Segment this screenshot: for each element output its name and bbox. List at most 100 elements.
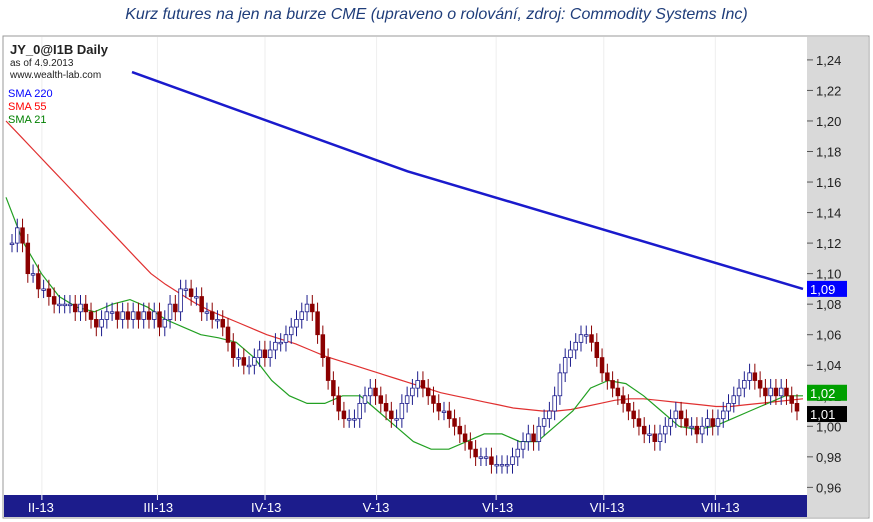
y-tick-label: 1,16 [816, 175, 841, 190]
candle-body [573, 341, 578, 351]
candle-body [178, 288, 183, 313]
candle-body [162, 319, 168, 328]
candle-body [726, 402, 731, 412]
x-tick-label: IV-13 [251, 500, 281, 515]
candle-body [362, 395, 368, 404]
candle-body [231, 341, 236, 359]
candle-body [278, 341, 283, 345]
candle-body [368, 387, 373, 397]
candle-body [462, 433, 468, 442]
candle-body [51, 296, 57, 305]
candle-body [267, 349, 273, 359]
candle-body [594, 341, 600, 359]
candle-body [584, 334, 589, 337]
candle-body [789, 395, 794, 404]
candle-body [130, 311, 136, 320]
candle-body [320, 334, 326, 359]
candle-body [373, 387, 378, 397]
candle-body [157, 311, 162, 328]
candle-body [404, 395, 410, 404]
candle-body [489, 456, 494, 465]
candle-body [283, 334, 289, 343]
candle-body [636, 418, 642, 427]
candle-body [30, 273, 36, 276]
legend-sma21: SMA 21 [8, 114, 47, 126]
candle-body [610, 380, 615, 389]
candle-body [626, 402, 631, 412]
candle-body [689, 425, 694, 429]
candle-body [62, 303, 67, 307]
candle-body [109, 311, 115, 314]
candle-body [257, 349, 262, 359]
x-tick-label: VI-13 [482, 500, 513, 515]
candle-body [36, 273, 41, 290]
last-value-tag [807, 384, 847, 401]
last-value-label: 1,01 [810, 407, 835, 422]
candle-body [9, 242, 15, 246]
candle-body [473, 448, 478, 458]
y-tick-label: 1,06 [816, 328, 841, 343]
watermark: www.wealth-lab.com [9, 70, 101, 81]
candle-body [15, 227, 20, 244]
candle-body [288, 326, 294, 336]
candle-body [605, 372, 610, 381]
plot-border [2, 35, 870, 519]
candle-body [78, 303, 83, 313]
candle-body [273, 341, 278, 351]
candle-body [657, 433, 663, 442]
plot-area [4, 37, 807, 495]
figure-caption: Kurz futures na jen na burze CME (uprave… [125, 6, 748, 23]
candle-body [526, 433, 531, 442]
candle-body [499, 464, 505, 467]
chart-title: JY_0@I1B Daily [10, 42, 109, 57]
candle-body [668, 418, 673, 427]
candle-body [389, 410, 394, 420]
candle-body [763, 387, 768, 397]
candle-body [510, 456, 515, 465]
candle-body [294, 319, 299, 328]
candle-body [720, 410, 726, 420]
candle-body [710, 418, 715, 427]
candle-body [341, 410, 347, 420]
candle-body [120, 311, 125, 320]
x-tick-label: III-13 [143, 500, 173, 515]
candle-body [41, 288, 46, 291]
candle-body [578, 334, 584, 343]
candle-body [452, 418, 457, 427]
as-of-date: as of 4.9.2013 [10, 58, 74, 69]
candle-body [483, 456, 489, 459]
candle-body [562, 357, 568, 374]
candle-body [167, 303, 173, 320]
candle-body [378, 395, 384, 404]
candle-body [431, 395, 436, 404]
candle-body [436, 402, 441, 412]
candle-body [425, 387, 431, 397]
candle-body [615, 387, 621, 397]
y-tick-label: 0,96 [816, 480, 841, 495]
candle-body [515, 448, 521, 458]
last-value-tag [807, 406, 847, 423]
candle-body [173, 303, 178, 313]
candle-body [731, 395, 737, 404]
candle-body [694, 425, 700, 435]
candle-body [346, 418, 352, 421]
candle-body [252, 357, 257, 366]
candle-body [678, 410, 684, 420]
candle-body [194, 296, 199, 299]
candle-body [420, 380, 426, 389]
legend-sma55: SMA 55 [8, 101, 47, 113]
x-tick-label: VIII-13 [701, 500, 739, 515]
candle-body [99, 319, 104, 328]
candle-body [494, 464, 499, 467]
candle-body [457, 425, 463, 435]
candle-body [547, 410, 552, 420]
candle-body [663, 425, 668, 435]
candle-body [199, 296, 204, 313]
candle-body [557, 372, 563, 397]
last-value-tag [807, 280, 847, 297]
candle-body [778, 387, 784, 397]
candle-body [742, 380, 747, 389]
candle-body [136, 311, 141, 320]
candle-body [736, 387, 742, 397]
